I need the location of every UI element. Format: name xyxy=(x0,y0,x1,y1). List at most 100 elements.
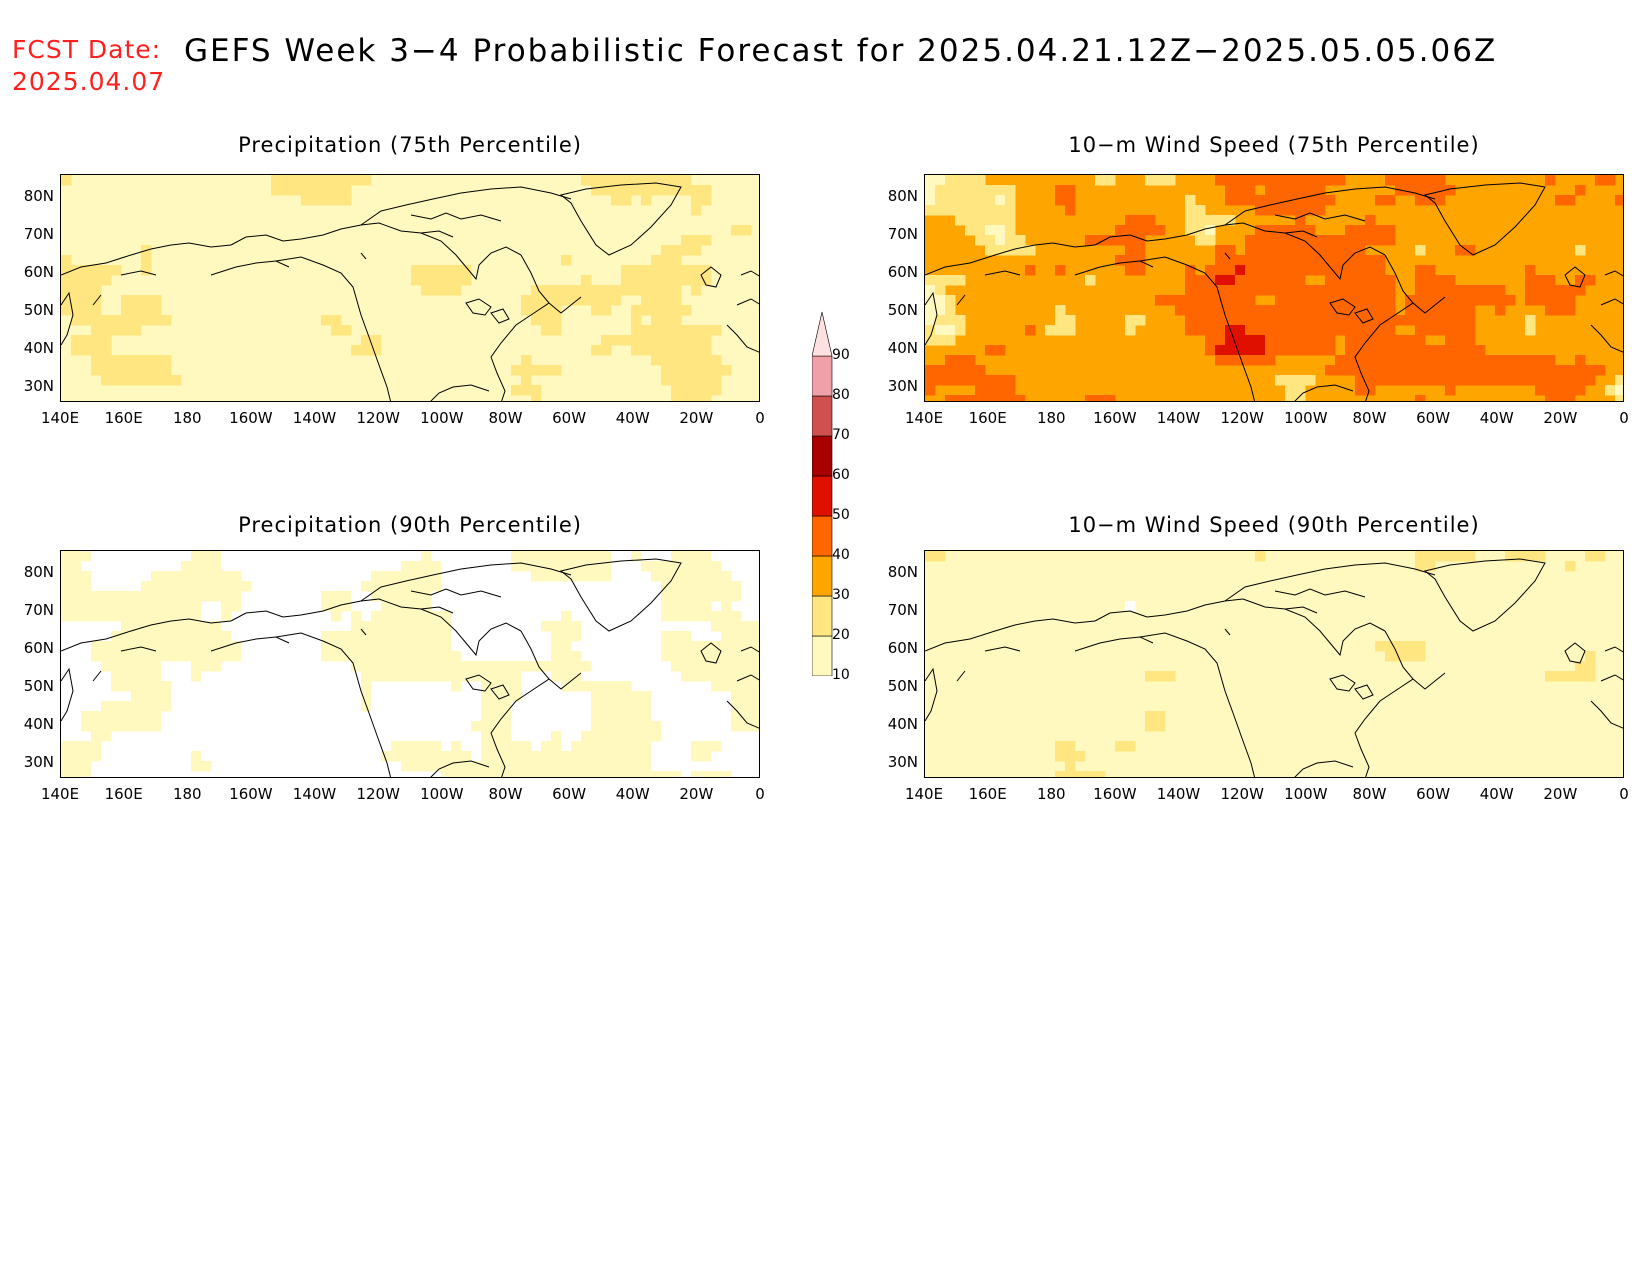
shading-cell xyxy=(925,551,936,562)
lon-label: 160E xyxy=(104,785,143,803)
shading-cell xyxy=(1225,245,1236,256)
shading-cell xyxy=(361,641,372,652)
shading-cell xyxy=(431,751,442,762)
shading-cell xyxy=(421,601,432,612)
shading-cell xyxy=(121,355,132,366)
shading-cell xyxy=(631,771,642,777)
shading-cell xyxy=(1375,641,1386,652)
coastline xyxy=(92,294,102,306)
shading-cell xyxy=(945,365,956,376)
shading-cell xyxy=(1105,235,1116,246)
shading-cell xyxy=(371,671,382,682)
shading-cell xyxy=(611,285,622,296)
lon-label: 20W xyxy=(679,785,714,803)
shading-cell xyxy=(71,771,82,777)
shading-cell xyxy=(421,661,432,672)
shading-cell xyxy=(81,611,92,622)
shading-cell xyxy=(1425,345,1436,356)
shading-cell xyxy=(351,175,362,186)
shading-cell xyxy=(1235,275,1246,286)
shading-cell xyxy=(301,175,312,186)
shading-cell xyxy=(995,385,1006,396)
shading-cell xyxy=(601,701,612,712)
shading-cell xyxy=(1365,335,1376,346)
shading-cell xyxy=(741,691,752,702)
shading-cell xyxy=(1305,185,1316,196)
shading-cell xyxy=(1235,175,1246,186)
shading-cell xyxy=(965,195,976,206)
shading-cell xyxy=(651,721,662,732)
shading-cell xyxy=(1585,671,1596,682)
shading-cell xyxy=(751,711,759,722)
shading-cell xyxy=(1345,255,1356,266)
shading-cell xyxy=(411,761,422,772)
map-background xyxy=(925,551,1623,777)
shading-cell xyxy=(1185,265,1196,276)
shading-cell xyxy=(211,551,222,562)
shading-cell xyxy=(451,771,462,777)
shading-cell xyxy=(1265,275,1276,286)
shading-cell xyxy=(965,215,976,226)
shading-cell xyxy=(391,741,402,752)
lon-label: 180 xyxy=(1036,785,1066,803)
shading-cell xyxy=(151,711,162,722)
shading-cell xyxy=(1225,285,1236,296)
shading-cell xyxy=(391,621,402,632)
shading-cell xyxy=(1105,395,1116,401)
shading-cell xyxy=(721,601,732,612)
shading-cell xyxy=(691,265,702,276)
shading-cell xyxy=(631,325,642,336)
shading-cell xyxy=(541,285,552,296)
shading-cell xyxy=(1415,325,1426,336)
lon-label: 60W xyxy=(1416,409,1451,427)
shading-cell xyxy=(1505,375,1516,386)
shading-cell xyxy=(81,761,92,772)
shading-cell xyxy=(1245,235,1256,246)
shading-cell xyxy=(671,601,682,612)
shading-cell xyxy=(701,355,712,366)
shading-cell xyxy=(925,275,936,286)
shading-cell xyxy=(651,275,662,286)
shading-cell xyxy=(1295,345,1306,356)
shading-cell xyxy=(741,701,752,712)
shading-cell xyxy=(1385,195,1396,206)
shading-cell xyxy=(541,621,552,632)
shading-cell xyxy=(571,571,582,582)
shading-cell xyxy=(1425,551,1436,562)
shading-cell xyxy=(61,275,72,286)
shading-cell xyxy=(1445,355,1456,366)
shading-cell xyxy=(711,621,722,632)
shading-cell xyxy=(1025,245,1036,256)
shading-cell xyxy=(1455,325,1466,336)
shading-cell xyxy=(541,305,552,316)
lon-label: 140E xyxy=(904,785,944,803)
shading-cell xyxy=(591,751,602,762)
shading-cell xyxy=(141,651,152,662)
shading-cell xyxy=(101,365,112,376)
shading-cell xyxy=(151,681,162,692)
shading-cell xyxy=(1265,265,1276,276)
coastline xyxy=(1600,674,1623,682)
shading-cell xyxy=(601,571,612,582)
shading-cell xyxy=(965,355,976,366)
shading-cell xyxy=(1215,275,1226,286)
shading-cell xyxy=(561,651,572,662)
shading-cell xyxy=(461,265,472,276)
lon-label: 100W xyxy=(420,785,464,803)
shading-cell xyxy=(301,195,312,206)
shading-cell xyxy=(121,591,132,602)
shading-cell xyxy=(1205,265,1216,276)
coastline xyxy=(210,260,290,276)
shading-cell xyxy=(151,581,162,592)
shading-cell xyxy=(741,661,752,672)
shading-cell xyxy=(945,355,956,366)
shading-cell xyxy=(681,385,692,396)
shading-cell xyxy=(351,631,362,642)
shading-cell xyxy=(401,741,412,752)
shading-cell xyxy=(1325,365,1336,376)
shading-cell xyxy=(1265,315,1276,326)
shading-cell xyxy=(1445,185,1456,196)
shading-cell xyxy=(671,345,682,356)
shading-cell xyxy=(1275,295,1286,306)
lat-label: 80N xyxy=(23,187,54,205)
